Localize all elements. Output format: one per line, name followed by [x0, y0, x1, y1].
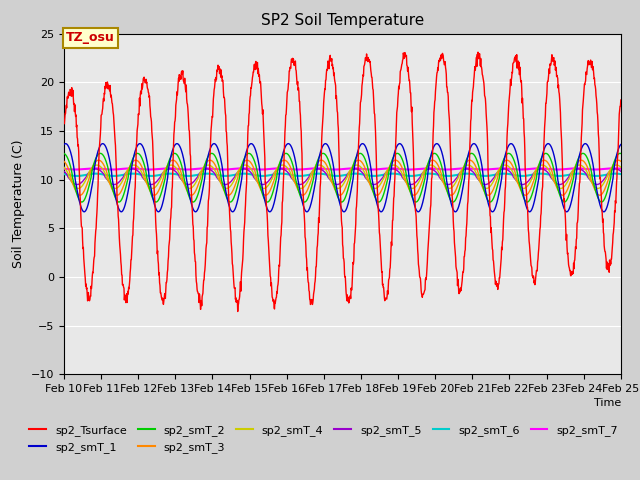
sp2_smT_3	[617, 158, 625, 164]
sp2_smT_4	[170, 163, 178, 169]
Text: TZ_osu: TZ_osu	[66, 31, 115, 44]
sp2_smT_7	[617, 166, 625, 172]
Line: sp2_smT_6: sp2_smT_6	[64, 174, 621, 176]
sp2_smT_4	[552, 181, 559, 187]
sp2_smT_1	[552, 159, 559, 165]
sp2_Tsurface	[60, 119, 68, 125]
sp2_smT_2	[246, 151, 254, 157]
sp2_smT_4	[429, 163, 436, 168]
sp2_smT_1	[136, 141, 143, 146]
sp2_smT_7	[552, 167, 559, 172]
sp2_smT_1	[502, 148, 510, 154]
sp2_smT_4	[184, 185, 191, 191]
Text: Time: Time	[593, 398, 621, 408]
sp2_smT_3	[502, 157, 510, 163]
Line: sp2_smT_3: sp2_smT_3	[64, 160, 621, 195]
sp2_smT_1	[155, 209, 163, 215]
Line: sp2_smT_5: sp2_smT_5	[64, 169, 621, 184]
sp2_smT_7	[60, 166, 68, 172]
Line: sp2_smT_1: sp2_smT_1	[64, 144, 621, 212]
sp2_Tsurface	[234, 309, 241, 314]
Line: sp2_smT_7: sp2_smT_7	[64, 168, 621, 169]
sp2_smT_1	[429, 144, 437, 150]
sp2_smT_3	[299, 192, 307, 198]
Legend: sp2_Tsurface, sp2_smT_1, sp2_smT_2, sp2_smT_3, sp2_smT_4, sp2_smT_5, sp2_smT_6, : sp2_Tsurface, sp2_smT_1, sp2_smT_2, sp2_…	[25, 421, 623, 457]
sp2_smT_7	[171, 166, 179, 171]
sp2_smT_4	[520, 186, 527, 192]
sp2_Tsurface	[552, 67, 559, 73]
sp2_smT_4	[60, 164, 68, 170]
sp2_smT_7	[185, 167, 193, 172]
sp2_smT_3	[317, 157, 325, 163]
sp2_smT_2	[78, 199, 86, 205]
sp2_smT_7	[429, 166, 437, 171]
sp2_smT_4	[502, 162, 509, 168]
sp2_smT_2	[617, 151, 625, 156]
sp2_smT_2	[60, 151, 68, 156]
sp2_smT_4	[538, 162, 546, 168]
sp2_smT_6	[429, 171, 436, 177]
sp2_smT_2	[616, 151, 624, 156]
sp2_smT_6	[500, 171, 508, 177]
sp2_Tsurface	[502, 170, 510, 176]
sp2_smT_3	[552, 181, 559, 187]
sp2_Tsurface	[429, 130, 437, 136]
sp2_smT_1	[617, 142, 625, 147]
sp2_smT_7	[247, 166, 255, 172]
sp2_smT_1	[185, 188, 193, 194]
sp2_smT_2	[502, 152, 509, 158]
sp2_Tsurface	[170, 127, 178, 133]
sp2_Tsurface	[617, 97, 625, 103]
sp2_smT_2	[171, 151, 179, 156]
sp2_smT_2	[184, 191, 192, 197]
sp2_smT_5	[500, 166, 508, 172]
sp2_smT_6	[184, 173, 191, 179]
sp2_smT_1	[60, 142, 68, 147]
sp2_smT_5	[502, 167, 509, 172]
sp2_smT_6	[246, 171, 254, 177]
sp2_smT_6	[502, 171, 509, 177]
Title: SP2 Soil Temperature: SP2 Soil Temperature	[260, 13, 424, 28]
sp2_smT_5	[170, 168, 178, 173]
sp2_smT_3	[184, 189, 191, 195]
sp2_Tsurface	[474, 49, 482, 55]
sp2_smT_2	[429, 151, 437, 156]
sp2_smT_5	[617, 168, 625, 174]
sp2_smT_7	[164, 166, 172, 171]
sp2_smT_3	[429, 157, 437, 163]
sp2_smT_6	[170, 171, 178, 177]
sp2_smT_4	[617, 164, 625, 170]
sp2_smT_4	[246, 165, 254, 171]
sp2_smT_3	[60, 158, 68, 164]
sp2_smT_6	[518, 173, 526, 179]
sp2_Tsurface	[184, 105, 191, 111]
sp2_smT_7	[502, 166, 510, 171]
sp2_smT_5	[184, 181, 191, 187]
sp2_smT_5	[246, 169, 254, 175]
Y-axis label: Soil Temperature (C): Soil Temperature (C)	[12, 140, 26, 268]
sp2_smT_1	[247, 141, 255, 146]
sp2_smT_6	[552, 173, 559, 179]
Line: sp2_Tsurface: sp2_Tsurface	[64, 52, 621, 312]
sp2_smT_7	[183, 167, 191, 172]
sp2_smT_5	[60, 168, 68, 174]
Line: sp2_smT_4: sp2_smT_4	[64, 165, 621, 189]
sp2_smT_5	[429, 167, 436, 172]
sp2_smT_6	[60, 171, 68, 177]
sp2_smT_5	[552, 180, 559, 185]
sp2_smT_3	[170, 157, 178, 163]
Line: sp2_smT_2: sp2_smT_2	[64, 154, 621, 202]
sp2_smT_1	[172, 142, 179, 148]
sp2_smT_6	[617, 171, 625, 177]
sp2_smT_3	[246, 159, 254, 165]
sp2_Tsurface	[246, 93, 254, 98]
sp2_smT_5	[518, 181, 526, 187]
sp2_smT_2	[551, 174, 559, 180]
